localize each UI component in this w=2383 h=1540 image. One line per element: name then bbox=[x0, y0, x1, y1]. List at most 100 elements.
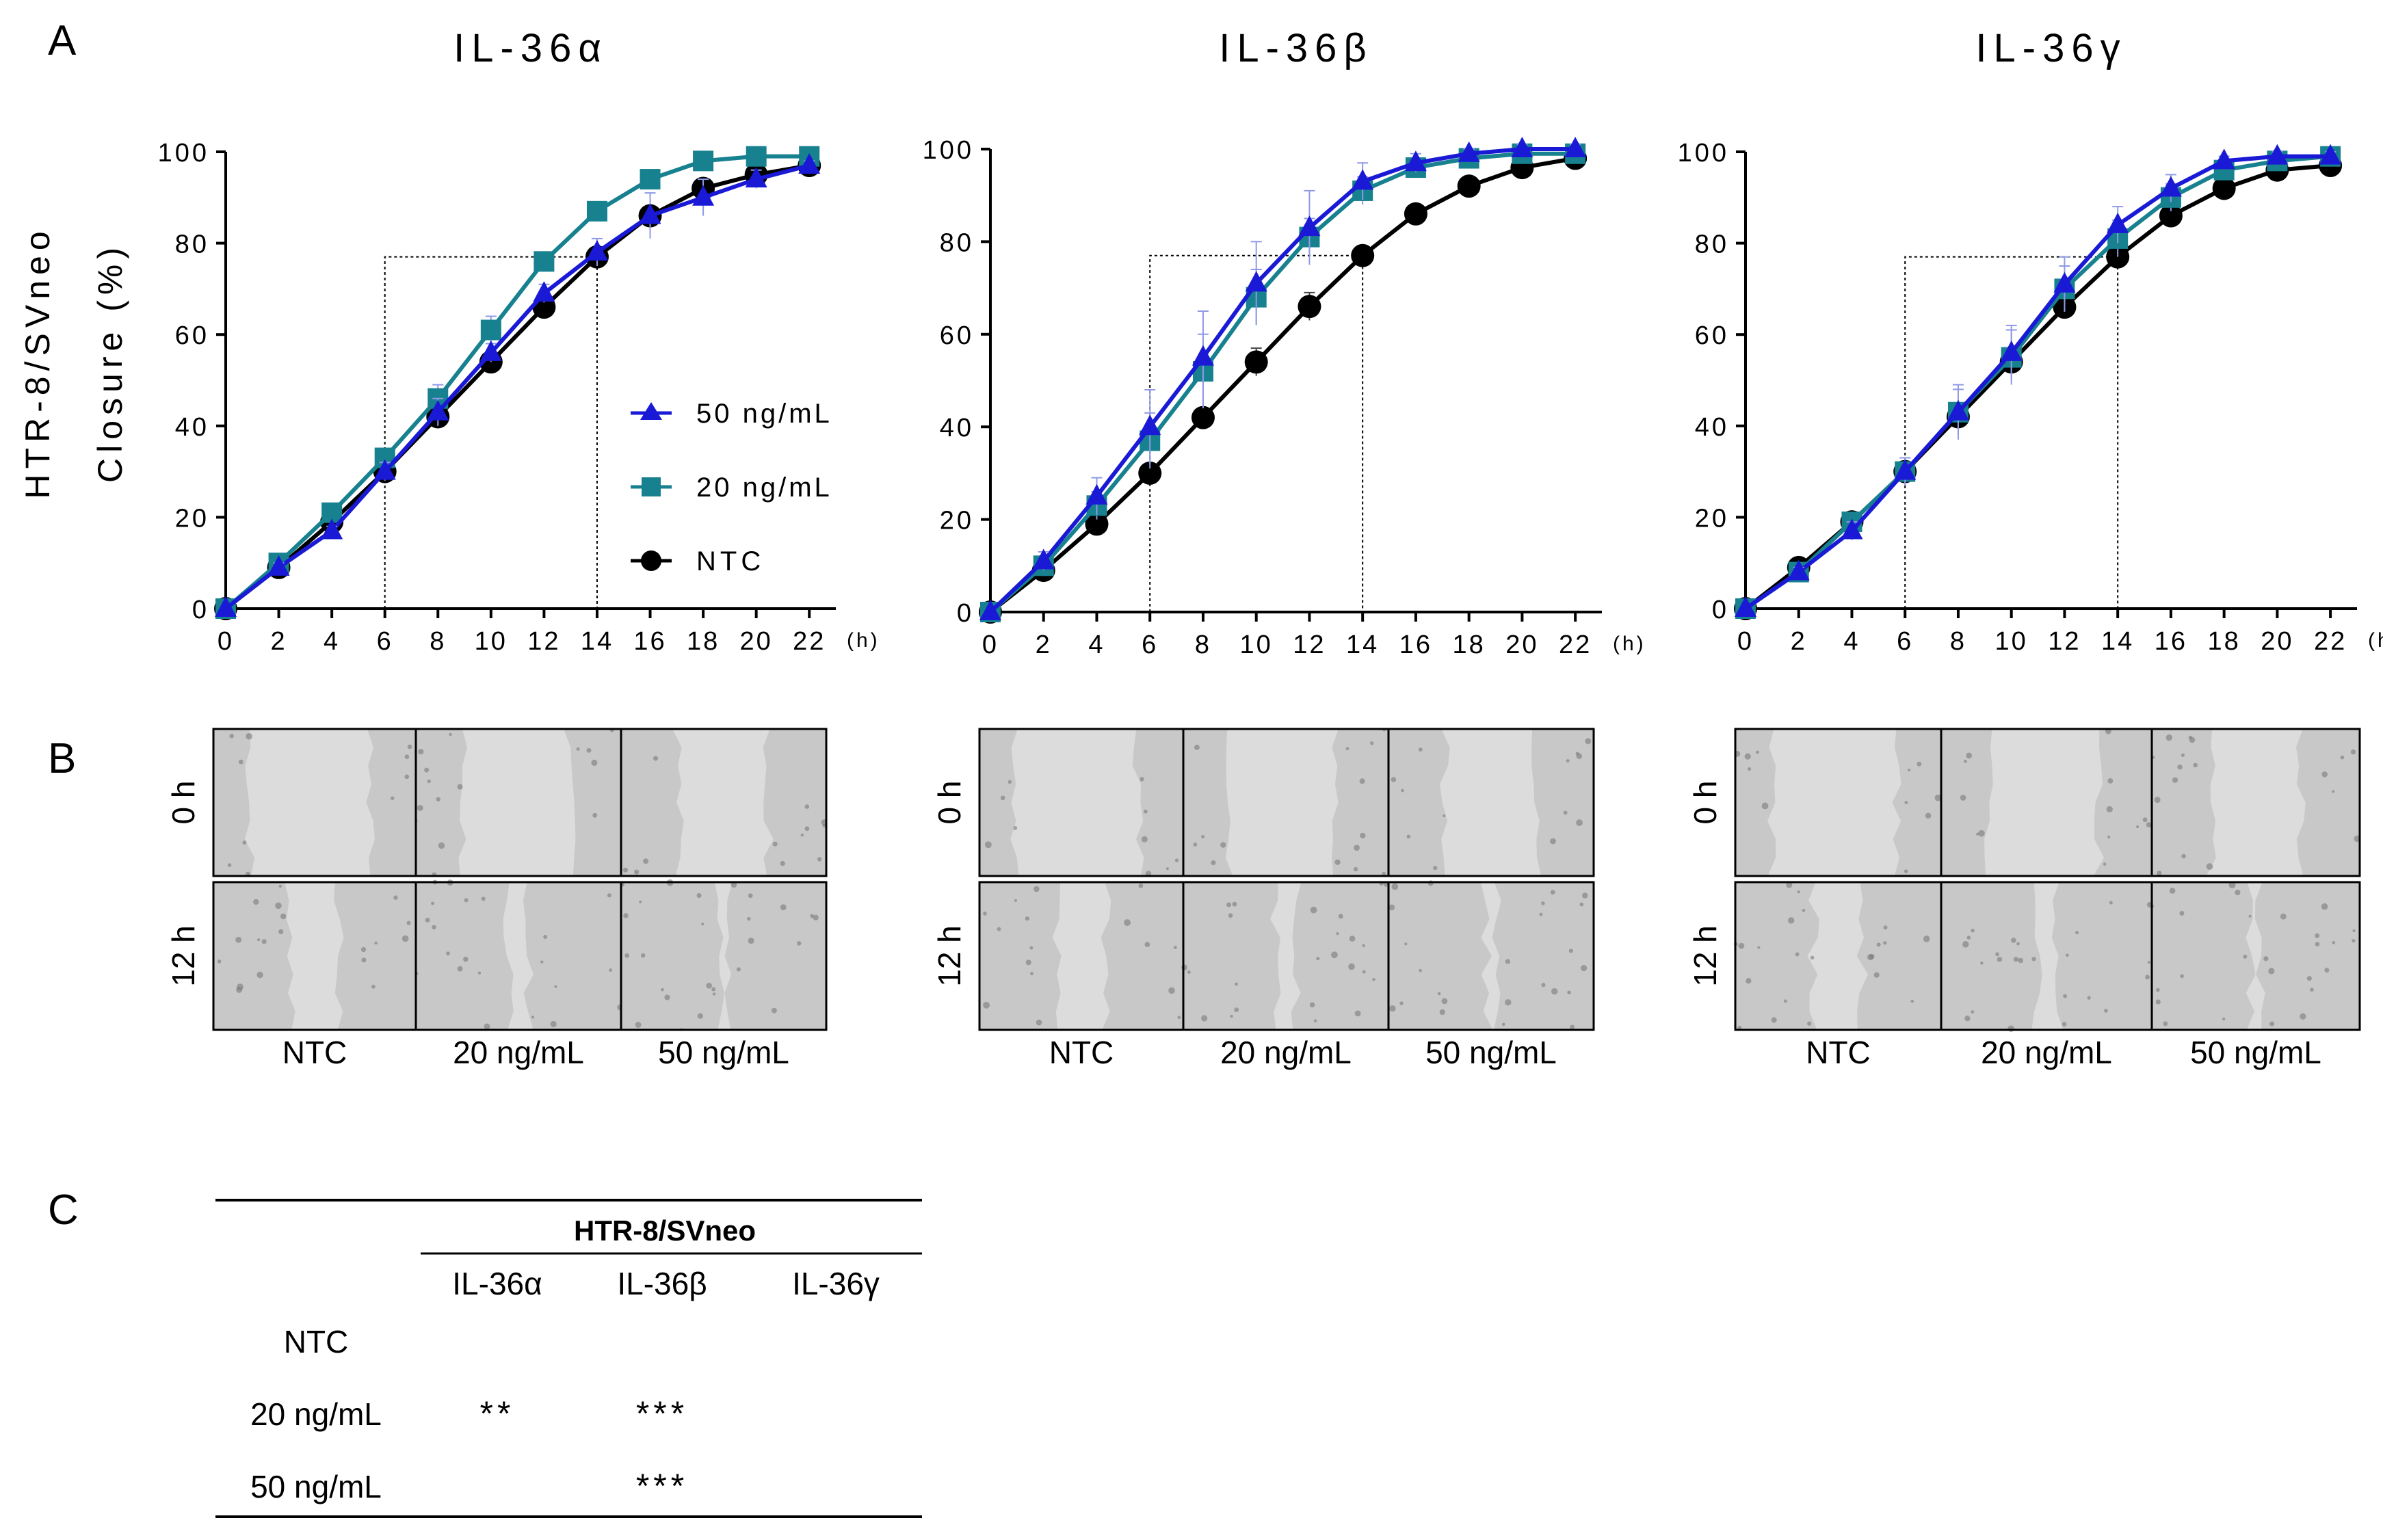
data-point bbox=[1192, 345, 1214, 366]
cell-speckle bbox=[1904, 869, 1908, 873]
cell-speckle bbox=[360, 946, 367, 953]
cell-speckle bbox=[2156, 987, 2160, 992]
cell-speckle bbox=[1784, 999, 1787, 1003]
cell-speckle bbox=[1971, 929, 1975, 933]
y-tick-label: 100 bbox=[1678, 139, 1729, 168]
cell-speckle bbox=[1230, 1014, 1233, 1018]
cell-speckle bbox=[235, 936, 242, 943]
x-tick-label: 0 bbox=[218, 627, 234, 656]
cell-speckle bbox=[983, 1002, 990, 1009]
cell-speckle bbox=[1960, 795, 1966, 801]
table-cell: ** bbox=[480, 1394, 515, 1433]
reference-guide bbox=[1904, 256, 2119, 609]
cell-speckle bbox=[2163, 1021, 2168, 1026]
cell-speckle bbox=[804, 826, 810, 832]
wound-area bbox=[2206, 729, 2306, 876]
cell-speckle bbox=[246, 732, 252, 740]
cell-speckle bbox=[2172, 777, 2178, 783]
cell-speckle bbox=[1025, 916, 1030, 921]
data-point bbox=[640, 169, 661, 190]
cell-speckle bbox=[1025, 959, 1031, 966]
cell-speckle bbox=[2154, 797, 2161, 804]
cell-speckle bbox=[1505, 959, 1511, 964]
line-chart-il36-alpha: IL-36α 0 20 40 60 80 100 0 2 4 6 8 10 12 14 16 18 20 22 (h) bbox=[158, 26, 878, 656]
cell-speckle bbox=[463, 957, 469, 962]
cell-speckle bbox=[748, 893, 753, 899]
cell-speckle bbox=[1787, 917, 1795, 924]
y-tick-label: 60 bbox=[175, 321, 209, 350]
wound-area bbox=[244, 729, 375, 876]
cell-speckle bbox=[1220, 842, 1226, 848]
micrograph-image bbox=[212, 881, 417, 1031]
wound-area bbox=[2246, 882, 2265, 1030]
reference-guide bbox=[384, 256, 598, 609]
cell-speckle bbox=[2324, 968, 2330, 973]
chart-title: IL-36β bbox=[1219, 26, 1373, 70]
data-point bbox=[2159, 204, 2183, 228]
cell-speckle bbox=[1000, 795, 1005, 801]
chart-title: IL-36α bbox=[453, 26, 608, 70]
micrograph-image bbox=[1387, 728, 1595, 877]
cell-speckle bbox=[1008, 780, 1012, 784]
cell-speckle bbox=[797, 941, 802, 946]
cell-speckle bbox=[393, 895, 398, 900]
cell-speckle bbox=[1201, 835, 1205, 839]
y-axis-title-line2: Closure (%) bbox=[91, 242, 129, 483]
legend-label-20: 20 ng/mL bbox=[696, 473, 832, 503]
cell-speckle bbox=[1976, 832, 1979, 836]
data-point bbox=[979, 600, 1001, 620]
cell-speckle bbox=[1234, 1007, 1239, 1013]
cell-speckle bbox=[1585, 738, 1592, 745]
cell-speckle bbox=[772, 841, 778, 847]
cell-speckle bbox=[1566, 759, 1570, 763]
data-point bbox=[1298, 215, 1321, 237]
cell-speckle bbox=[697, 1013, 703, 1019]
cell-speckle bbox=[1737, 1025, 1742, 1030]
cell-speckle bbox=[1404, 942, 1408, 946]
x-tick-label: 20 bbox=[1505, 630, 1538, 659]
data-point bbox=[267, 555, 290, 576]
cell-speckle bbox=[1923, 935, 1930, 942]
cell-speckle bbox=[1141, 836, 1148, 842]
y-tick-label: 0 bbox=[192, 596, 209, 624]
cell-speckle bbox=[1144, 942, 1150, 948]
series-line bbox=[224, 154, 810, 611]
cell-speckle bbox=[2066, 953, 2069, 957]
cell-speckle bbox=[1810, 955, 1815, 960]
x-tick-label: 6 bbox=[1897, 627, 1913, 656]
data-point bbox=[798, 153, 821, 174]
cell-speckle bbox=[1581, 965, 1588, 972]
cell-speckle bbox=[425, 917, 430, 922]
cell-speckle bbox=[1441, 998, 1448, 1005]
cell-speckle bbox=[635, 1022, 642, 1028]
line-chart-il36-beta: IL-36β 0 20 40 60 80 100 0 2 4 6 8 10 12 14 16 18 20 22 (h) bbox=[923, 26, 1644, 659]
cell-speckle bbox=[1807, 1021, 1812, 1026]
data-point bbox=[1894, 459, 1917, 480]
cell-speckle bbox=[238, 759, 243, 765]
cell-speckle bbox=[2157, 871, 2162, 876]
cell-speckle bbox=[2321, 903, 2328, 910]
cell-speckle bbox=[1193, 842, 1198, 847]
cell-speckle bbox=[2228, 881, 2236, 889]
data-point bbox=[1787, 559, 1810, 581]
cell-speckle bbox=[2352, 939, 2356, 943]
data-point bbox=[215, 596, 237, 617]
cell-speckle bbox=[1370, 741, 1374, 745]
cell-speckle bbox=[1389, 1005, 1396, 1012]
cell-speckle bbox=[2011, 938, 2016, 943]
cell-speckle bbox=[484, 1023, 490, 1030]
cell-speckle bbox=[2146, 822, 2152, 827]
data-point bbox=[746, 146, 767, 167]
cell-speckle bbox=[1382, 871, 1386, 876]
cell-speckle bbox=[531, 1015, 535, 1019]
cell-speckle bbox=[1744, 753, 1751, 760]
cell-speckle bbox=[800, 834, 804, 837]
cell-speckle bbox=[712, 992, 716, 996]
y-tick-label: 40 bbox=[940, 414, 974, 442]
cell-speckle bbox=[1869, 953, 1875, 959]
micrograph-frame bbox=[2150, 728, 2361, 877]
wound-area bbox=[1440, 729, 1542, 876]
cell-speckle bbox=[2104, 1009, 2108, 1013]
cell-speckle bbox=[1964, 760, 1967, 763]
micrograph-image bbox=[1940, 728, 2153, 877]
